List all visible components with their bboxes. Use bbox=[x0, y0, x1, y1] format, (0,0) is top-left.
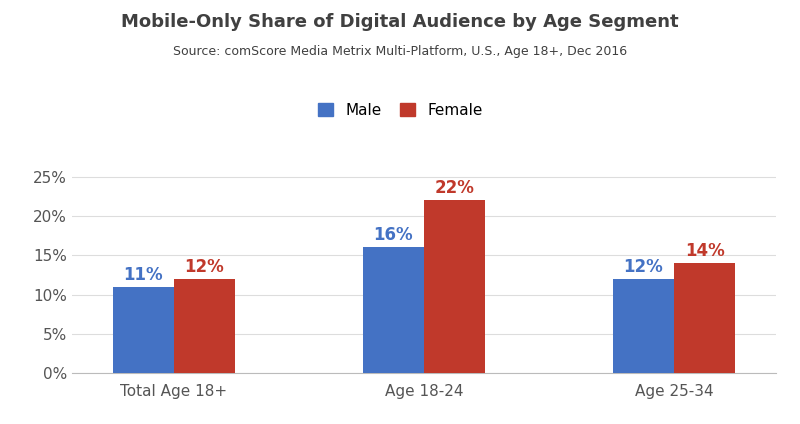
Bar bbox=[174, 279, 235, 373]
Bar bbox=[613, 279, 674, 373]
Bar bbox=[113, 287, 174, 373]
Bar bbox=[674, 263, 735, 373]
Text: 12%: 12% bbox=[185, 258, 224, 276]
Bar bbox=[363, 248, 424, 373]
Bar bbox=[424, 201, 485, 373]
Text: 16%: 16% bbox=[374, 226, 414, 244]
Text: 14%: 14% bbox=[685, 242, 725, 260]
Text: Source: comScore Media Metrix Multi-Platform, U.S., Age 18+, Dec 2016: Source: comScore Media Metrix Multi-Plat… bbox=[173, 45, 627, 58]
Text: 11%: 11% bbox=[123, 265, 163, 284]
Text: 22%: 22% bbox=[434, 179, 474, 197]
Legend: Male, Female: Male, Female bbox=[311, 97, 489, 124]
Text: 12%: 12% bbox=[624, 258, 663, 276]
Text: Mobile-Only Share of Digital Audience by Age Segment: Mobile-Only Share of Digital Audience by… bbox=[121, 13, 679, 31]
